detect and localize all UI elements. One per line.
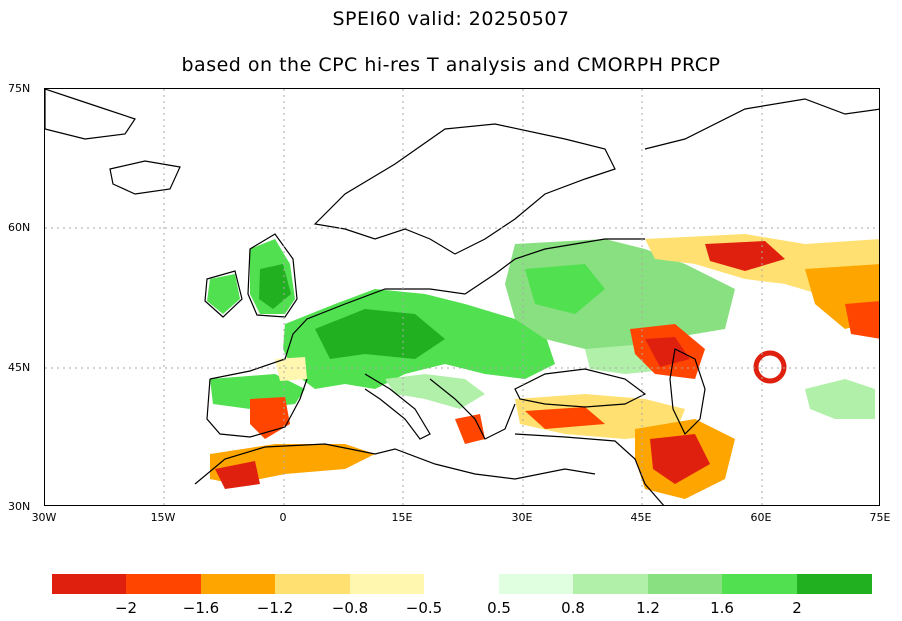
coast-scandinavia xyxy=(313,123,616,255)
legend-bin-4 xyxy=(275,574,350,594)
wet-region-eastern-core xyxy=(525,264,605,314)
coast-britain xyxy=(247,233,298,318)
legend-bin-9 xyxy=(648,574,722,594)
coast-europe-main xyxy=(209,238,645,380)
lon-label-30e: 30E xyxy=(511,511,533,524)
lon-label-60e: 60E xyxy=(750,511,772,524)
coast-africa xyxy=(194,443,596,485)
legend-bin-8 xyxy=(573,574,648,594)
legend-label: −0.5 xyxy=(405,599,443,617)
wet-region-central-europe-core xyxy=(315,309,445,359)
coast-iberia xyxy=(206,378,308,438)
coast-ireland xyxy=(204,270,243,318)
coast-italy xyxy=(364,373,431,440)
wet-region-ireland xyxy=(207,274,240,314)
legend-label: 1.2 xyxy=(636,599,660,617)
map-subtitle: based on the CPC hi-res T analysis and C… xyxy=(181,54,721,76)
legend-label: 0.5 xyxy=(487,599,511,617)
coast-arctic-russia xyxy=(644,98,879,150)
legend-label: 1.6 xyxy=(710,599,734,617)
dry-region-russia-core xyxy=(705,241,785,271)
legend-bin-7 xyxy=(499,574,573,594)
lon-label-30w: 30W xyxy=(31,511,57,524)
legend-label: −1.2 xyxy=(256,599,294,617)
lon-label-15e: 15E xyxy=(391,511,413,524)
coast-iceland xyxy=(109,160,181,195)
lon-label-75e: 75E xyxy=(869,511,891,524)
wet-region-balkans xyxy=(385,374,485,409)
dry-region-volga-core xyxy=(645,337,690,367)
legend-label: −2 xyxy=(114,599,138,617)
coast-greenland xyxy=(45,89,136,140)
wet-region-central-asia xyxy=(805,379,875,419)
dry-region-morocco-core xyxy=(215,461,260,489)
coast-caspian xyxy=(669,348,706,436)
dry-region-iran-core xyxy=(650,434,710,484)
legend-bin-1 xyxy=(52,574,126,594)
lon-label-45e: 45E xyxy=(630,511,652,524)
legend-bin-6 xyxy=(424,574,499,594)
wet-region-britain-core xyxy=(259,264,291,309)
legend-label: 0.8 xyxy=(561,599,585,617)
spei-map xyxy=(45,89,879,505)
dry-region-aral xyxy=(753,350,787,384)
graticule xyxy=(45,89,879,505)
dry-anomaly-regions xyxy=(210,234,879,499)
coast-black-sea xyxy=(514,368,647,408)
lat-label-30n: 30N xyxy=(8,500,31,513)
legend-label: −1.6 xyxy=(182,599,220,617)
map-title: SPEI60 valid: 20250507 xyxy=(332,8,570,30)
lat-label-60n: 60N xyxy=(8,221,31,234)
map-panel xyxy=(44,88,880,506)
lat-label-45n: 45N xyxy=(8,361,31,374)
lat-label-75n: 75N xyxy=(8,82,31,95)
dry-region-kazakh xyxy=(845,301,879,339)
dry-region-greece xyxy=(455,414,485,444)
dry-region-france-sw xyxy=(275,357,307,381)
coastlines xyxy=(45,89,879,505)
coast-balkans xyxy=(429,378,516,440)
lon-label-15w: 15W xyxy=(150,511,176,524)
legend-label: −0.8 xyxy=(331,599,369,617)
legend-bin-5 xyxy=(350,574,424,594)
lon-label-0: 0 xyxy=(279,511,287,524)
legend-label: 2 xyxy=(792,599,802,617)
coast-turkey-south xyxy=(514,433,665,505)
legend-bin-3 xyxy=(201,574,275,594)
dry-region-turkey-core xyxy=(525,407,605,429)
legend-bin-11 xyxy=(797,574,872,594)
legend-bin-10 xyxy=(722,574,797,594)
legend-bin-2 xyxy=(126,574,201,594)
